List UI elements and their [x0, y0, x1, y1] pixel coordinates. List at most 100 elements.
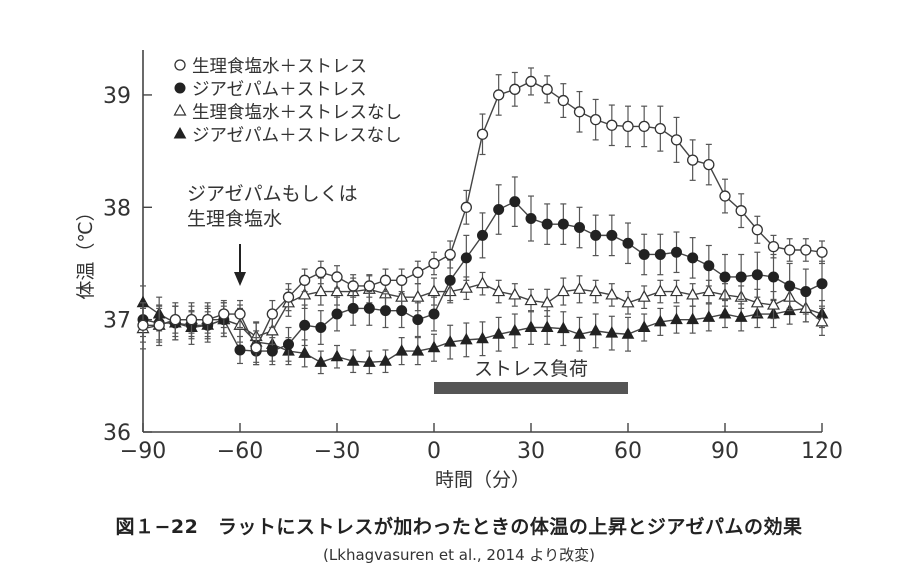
body-temperature-chart: 時間（分） 体温（℃） 36 37 38 39 −90 −60 −30 0 30 60 90 120 ス… — [75, 50, 843, 491]
data-point-open-triangle — [265, 323, 279, 336]
y-tick-label: 37 — [103, 309, 131, 334]
data-point-filled-circle — [816, 278, 828, 290]
data-point-open-triangle — [637, 289, 651, 302]
data-point-open-circle — [315, 266, 327, 279]
data-point-open-circle — [428, 257, 440, 270]
x-tick-label: −30 — [314, 439, 360, 464]
data-point-open-triangle — [314, 284, 328, 297]
data-point-open-circle — [687, 154, 699, 166]
stress-load-label: ストレス負荷 — [474, 358, 588, 380]
data-point-filled-circle — [541, 218, 553, 230]
data-point-filled-triangle — [508, 323, 522, 336]
data-point-open-circle — [638, 120, 650, 133]
data-point-filled-triangle — [589, 323, 603, 336]
data-point-filled-circle — [315, 322, 327, 334]
data-point-filled-triangle — [459, 332, 473, 345]
data-point-filled-circle — [800, 286, 812, 298]
data-point-filled-circle — [751, 269, 763, 281]
data-point-open-circle — [476, 128, 489, 140]
figure-caption: 図１−22 ラットにストレスが加わったときの体温の上昇とジアゼパムの効果 — [115, 516, 803, 538]
data-point-open-circle — [250, 342, 262, 354]
data-point-open-triangle — [298, 287, 312, 300]
data-point-filled-triangle — [411, 344, 425, 356]
injection-label-line: 生理食塩水 — [187, 208, 282, 230]
data-point-filled-triangle — [427, 340, 441, 353]
data-point-open-triangle — [475, 276, 490, 289]
y-tick-label: 39 — [103, 84, 131, 109]
data-point-filled-circle — [719, 271, 731, 283]
data-point-filled-circle — [703, 260, 715, 272]
data-point-open-circle — [703, 158, 715, 171]
data-point-open-triangle — [605, 287, 619, 300]
data-point-filled-circle — [493, 204, 505, 216]
data-point-filled-circle — [363, 302, 375, 314]
axes: 時間（分） 体温（℃） — [75, 50, 822, 491]
data-point-open-circle — [379, 274, 392, 286]
x-tick-label: 120 — [801, 439, 843, 464]
data-point-open-circle — [525, 75, 537, 88]
legend-entry-label: 生理食塩水＋ストレス — [192, 57, 367, 77]
data-point-filled-circle — [509, 196, 521, 208]
data-point-filled-circle — [638, 248, 650, 260]
x-tick-label: −60 — [217, 439, 263, 464]
data-point-open-triangle — [556, 284, 570, 297]
data-point-open-circle — [347, 280, 359, 292]
legend-entry-label: ジアゼパム＋ストレス — [192, 80, 367, 100]
data-point-open-circle — [185, 313, 198, 326]
data-point-open-circle — [234, 308, 246, 320]
x-tick-label: −90 — [120, 439, 166, 464]
data-point-open-circle — [751, 224, 763, 236]
data-point-filled-circle — [784, 280, 796, 292]
data-point-open-circle — [174, 59, 186, 71]
data-point-filled-triangle — [173, 126, 187, 139]
data-point-open-triangle — [653, 284, 667, 297]
data-point-open-circle — [509, 83, 521, 95]
data-point-filled-circle — [299, 319, 311, 331]
data-point-open-triangle — [524, 293, 538, 306]
data-point-open-circle — [444, 248, 456, 261]
data-point-filled-triangle — [524, 320, 538, 333]
data-point-filled-circle — [768, 271, 779, 283]
data-point-filled-circle — [606, 229, 618, 241]
data-point-open-triangle — [750, 295, 764, 308]
data-point-open-triangle — [540, 295, 554, 308]
data-point-filled-circle — [735, 271, 747, 283]
data-point-open-circle — [573, 106, 586, 118]
data-point-open-circle — [169, 313, 181, 326]
data-point-filled-triangle — [540, 320, 554, 333]
data-point-filled-circle — [460, 252, 472, 264]
y-axis-label: 体温（℃） — [75, 202, 97, 299]
data-point-filled-circle — [283, 338, 294, 350]
data-point-open-circle — [460, 201, 472, 213]
injection-arrow-head — [234, 272, 246, 286]
data-point-open-circle — [719, 190, 731, 202]
data-point-filled-triangle — [492, 327, 506, 339]
data-point-open-circle — [412, 266, 424, 279]
data-point-filled-triangle — [605, 326, 619, 338]
data-point-open-circle — [735, 205, 747, 217]
data-point-filled-triangle — [362, 355, 376, 367]
x-axis-label: 時間（分） — [435, 469, 530, 491]
injection-label-line: ジアゼパムもしくは — [187, 183, 358, 205]
x-tick-label: 30 — [517, 439, 545, 464]
data-point-filled-circle — [557, 218, 569, 230]
data-point-open-triangle — [508, 287, 522, 300]
data-point-open-triangle — [621, 295, 635, 308]
data-point-open-circle — [767, 240, 780, 253]
data-point-open-circle — [299, 274, 311, 286]
data-point-open-triangle — [427, 284, 441, 297]
data-point-open-circle — [557, 94, 569, 107]
data-point-filled-circle — [174, 82, 186, 94]
data-point-open-circle — [266, 308, 278, 320]
data-point-open-circle — [654, 122, 666, 135]
data-point-filled-circle — [234, 344, 246, 356]
data-point-open-circle — [218, 308, 230, 320]
x-tick-label: 60 — [614, 439, 642, 464]
data-point-open-triangle — [459, 280, 473, 293]
data-point-filled-triangle — [686, 312, 700, 325]
data-point-filled-circle — [444, 274, 456, 286]
data-point-filled-circle — [412, 314, 424, 326]
data-point-open-triangle — [173, 103, 187, 116]
